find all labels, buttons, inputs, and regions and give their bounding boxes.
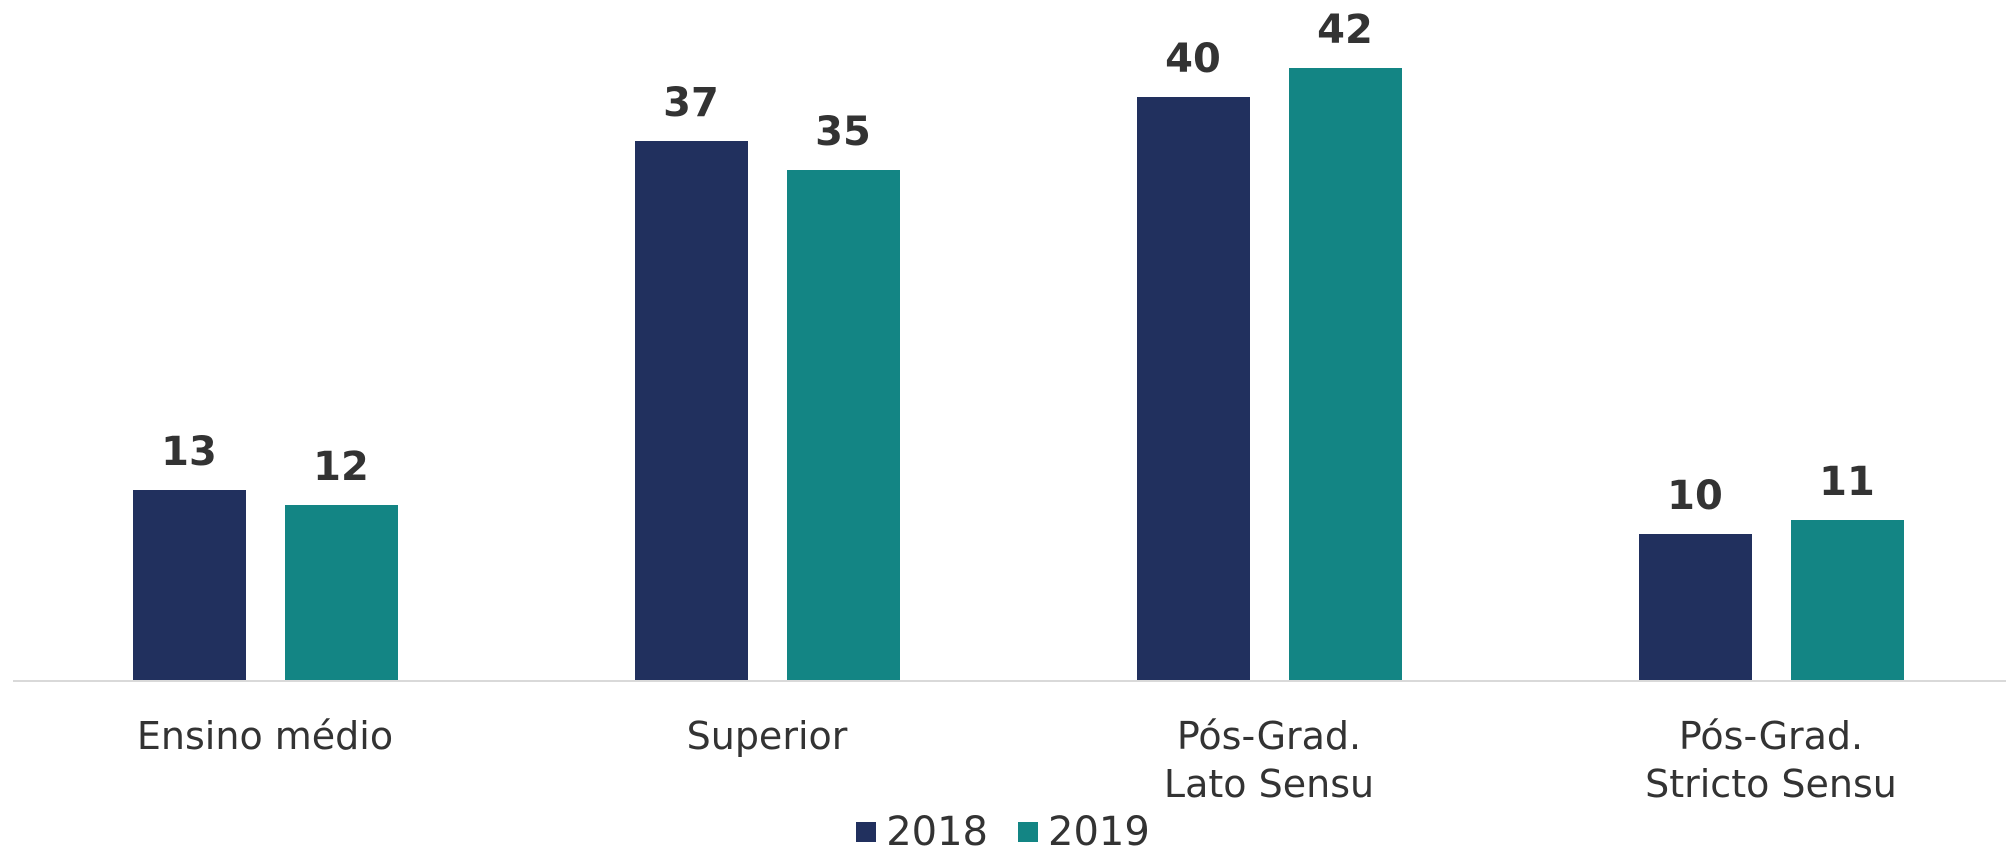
bar (1288, 67, 1402, 680)
bar (1638, 534, 1752, 680)
data-label: 13 (161, 429, 217, 476)
x-tick-label: Pós-Grad. Lato Sensu (1163, 714, 1375, 806)
data-label: 37 (663, 79, 719, 126)
bar (634, 140, 748, 680)
bar (1136, 96, 1250, 680)
legend-swatch (856, 822, 877, 842)
bar (786, 169, 900, 680)
data-label: 42 (1317, 6, 1373, 53)
data-label: 40 (1165, 35, 1221, 82)
x-tick-label: Ensino médio (136, 714, 394, 758)
legend-label: 2019 (1048, 809, 1150, 855)
data-label: 11 (1819, 458, 1875, 505)
x-tick-label: Pós-Grad. Stricto Sensu (1645, 714, 1897, 806)
legend-item: 2018 (856, 810, 988, 854)
x-axis-line (13, 680, 2006, 682)
legend: 2018 2019 (0, 810, 2006, 854)
bar (132, 490, 246, 680)
x-tick-label: Superior (686, 714, 848, 758)
legend-label: 2018 (886, 809, 988, 855)
data-label: 12 (313, 444, 369, 491)
legend-swatch (1018, 822, 1038, 842)
bar (1790, 519, 1904, 680)
data-label: 35 (815, 108, 871, 155)
legend-item: 2019 (1018, 810, 1150, 854)
data-label: 10 (1667, 473, 1723, 520)
bar (284, 505, 398, 680)
